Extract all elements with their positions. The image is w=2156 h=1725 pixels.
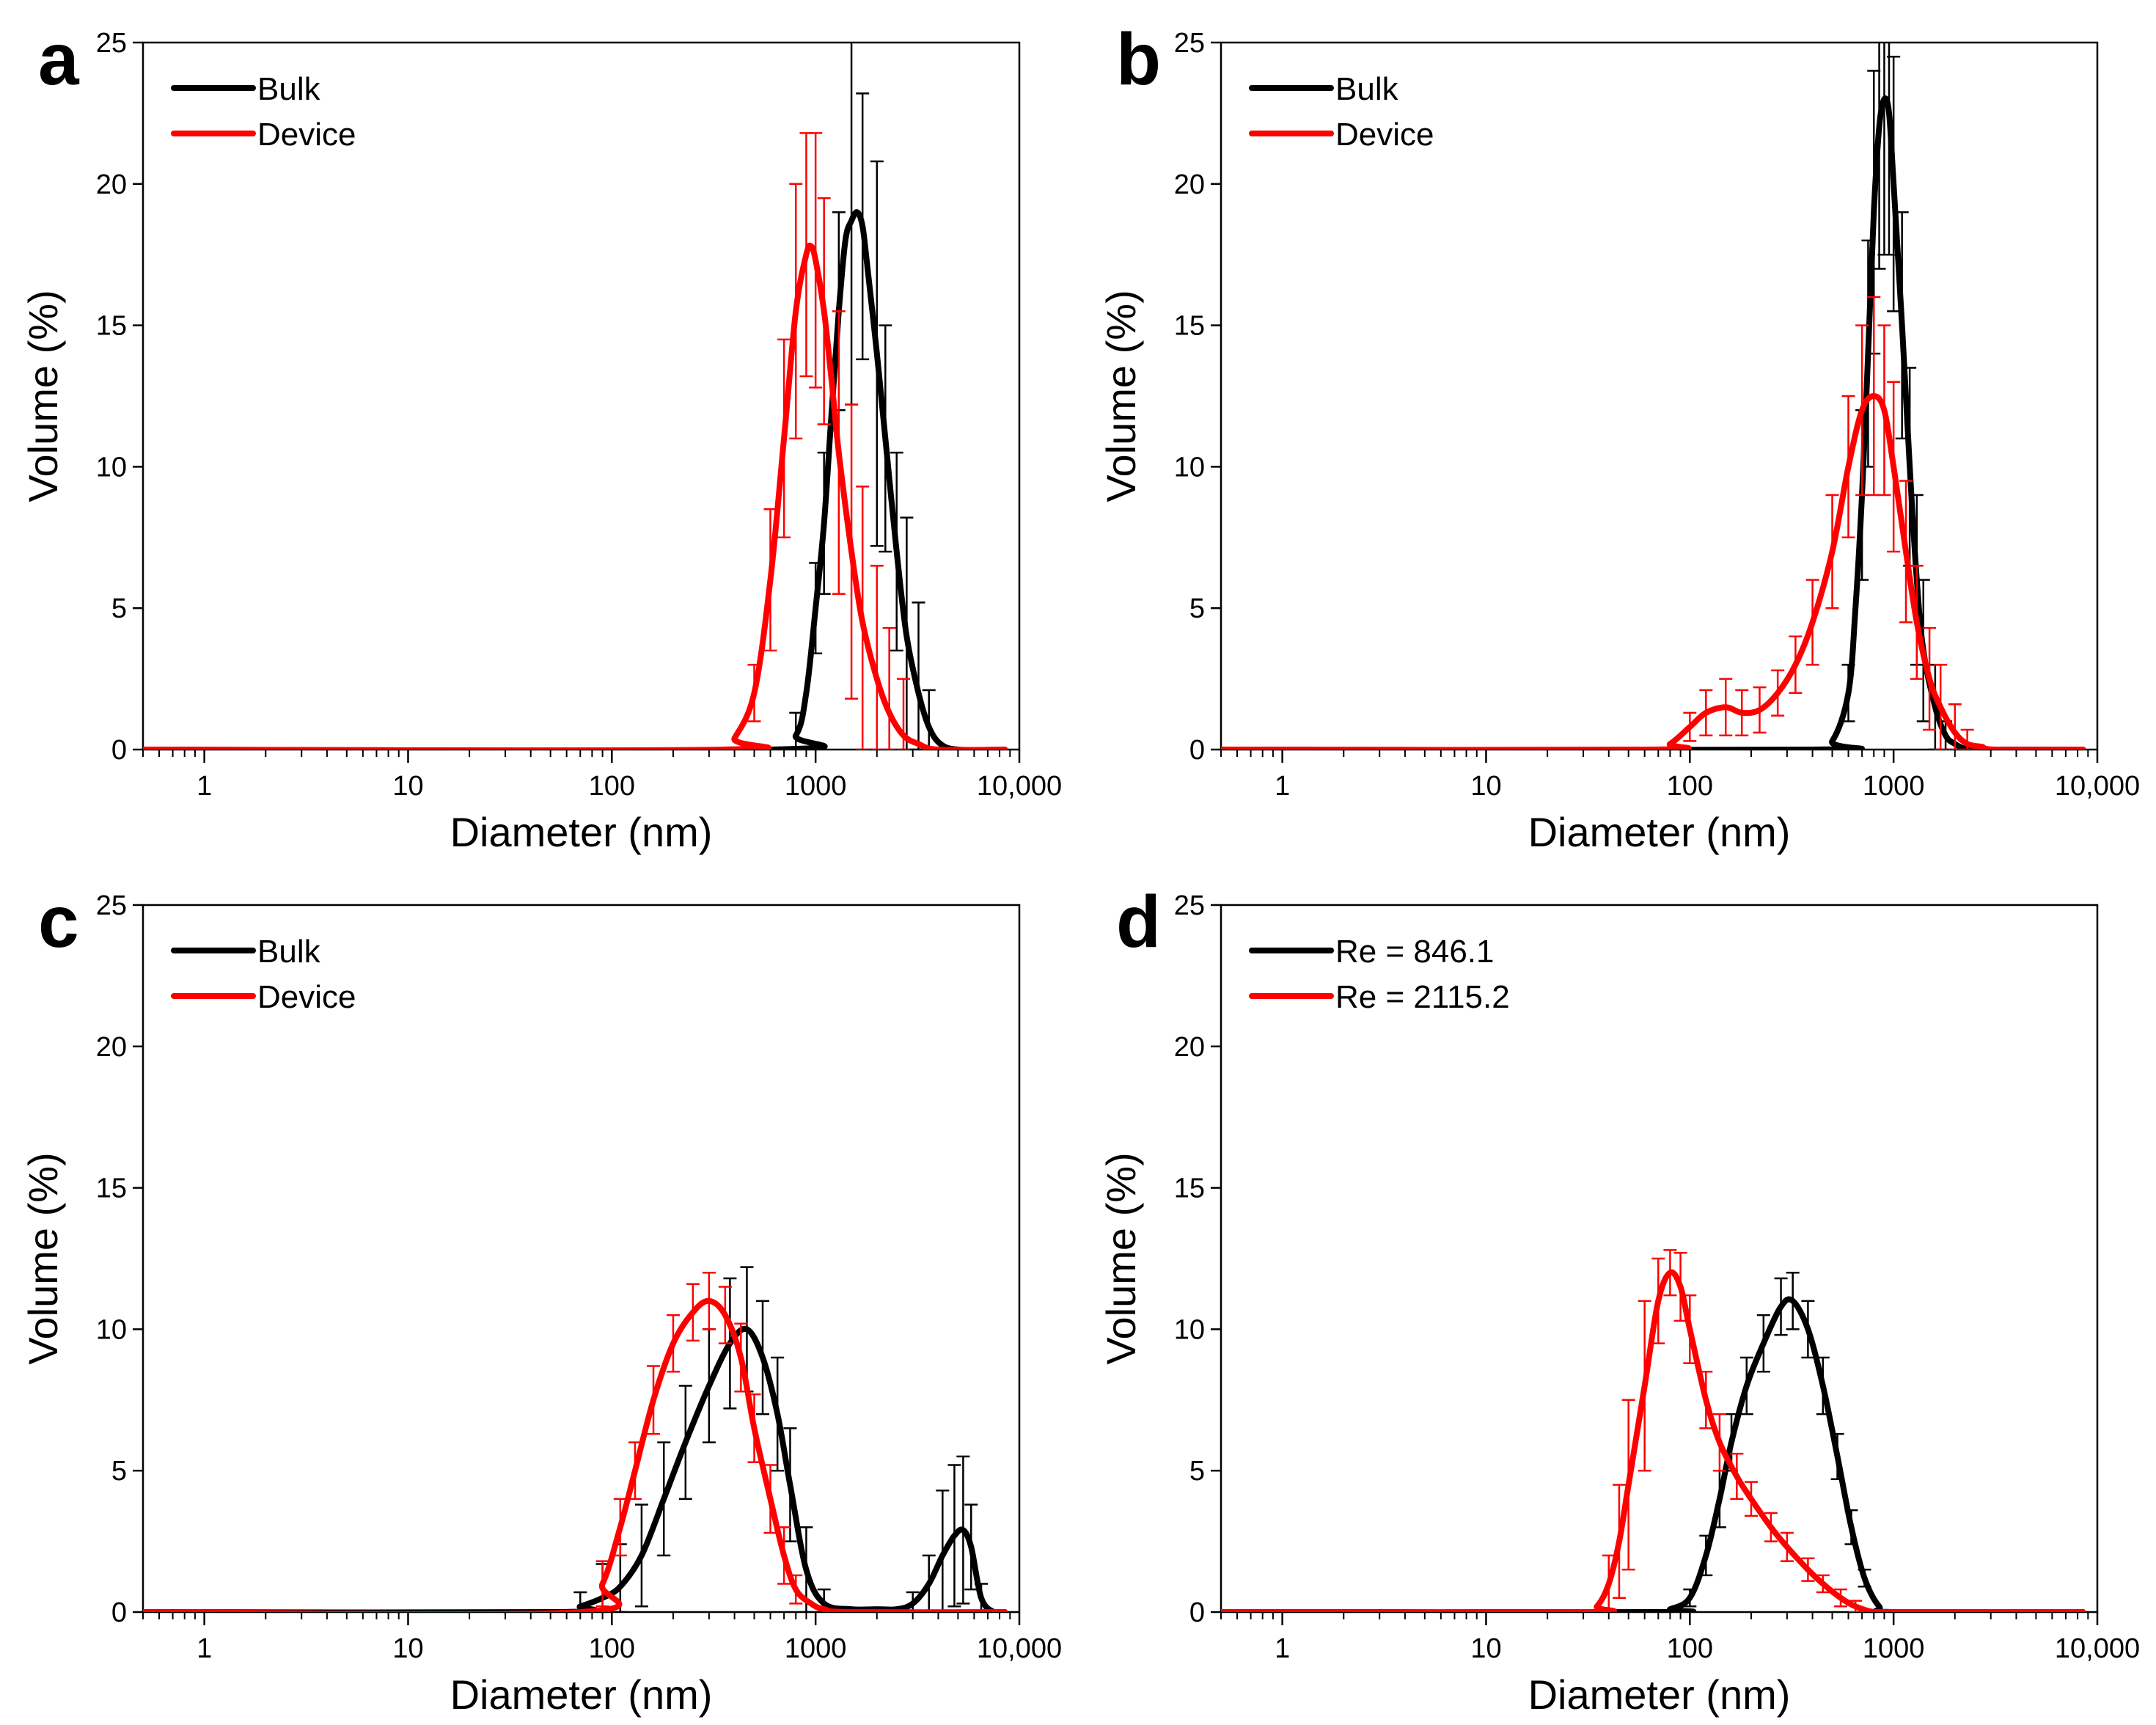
- y-tick-label: 15: [96, 1173, 127, 1204]
- y-tick-label: 5: [1189, 593, 1205, 624]
- y-tick-label: 5: [111, 1456, 127, 1487]
- y-axis-label: Volume (%): [20, 1152, 66, 1364]
- y-tick-label: 10: [96, 452, 127, 483]
- series-group: [1221, 1272, 2086, 1612]
- legend-label: Re = 846.1: [1335, 934, 1495, 970]
- x-axis-label: Diameter (nm): [450, 1671, 713, 1718]
- legend-label: Device: [257, 979, 356, 1015]
- y-tick-label: 10: [1174, 1314, 1205, 1345]
- series-group: [1221, 43, 2086, 750]
- panel-b: b 0 5 10 15 20 25 1 10 100 1000 10,000 Diameter (nm)…: [1078, 0, 2156, 862]
- y-tick-label: 10: [96, 1314, 127, 1345]
- chart-d: d 0 5 10 15 20 25 1 10 100 1000 10,000 Diameter (nm)…: [1098, 881, 2140, 1718]
- x-tick-label: 100: [589, 1633, 635, 1664]
- x-tick-label: 10,000: [977, 1633, 1062, 1664]
- y-tick-label: 25: [1174, 890, 1205, 921]
- y-tick-label: 5: [1189, 1456, 1205, 1487]
- y-tick-label: 25: [1174, 28, 1205, 59]
- panel-label: a: [38, 18, 80, 100]
- legend-label: Bulk: [1335, 71, 1399, 107]
- y-tick-label: 5: [111, 593, 127, 624]
- series-line: [1221, 393, 2086, 750]
- y-axis-label: Volume (%): [1098, 290, 1144, 502]
- series-line: [1221, 95, 2086, 750]
- y-tick-label: 0: [1189, 1597, 1205, 1628]
- series-line: [143, 209, 1008, 750]
- x-tick-label: 1000: [1863, 771, 1925, 802]
- legend-label: Device: [1335, 117, 1434, 153]
- series-group: [143, 132, 1008, 750]
- panel-label: c: [38, 881, 79, 963]
- x-tick-label: 100: [1667, 771, 1713, 802]
- y-tick-label: 15: [1174, 311, 1205, 342]
- y-axis-label: Volume (%): [1098, 1152, 1144, 1364]
- x-axis-label: Diameter (nm): [1528, 1671, 1791, 1718]
- y-tick-label: 20: [1174, 1032, 1205, 1063]
- x-tick-label: 1: [197, 771, 212, 802]
- y-tick-label: 10: [1174, 452, 1205, 483]
- panel-a: a 0 5 10 15 20 25 1 10 100 1000 10,000 Diameter (nm)…: [0, 0, 1078, 862]
- y-tick-label: 25: [96, 28, 127, 59]
- series-line: [1221, 1296, 2086, 1612]
- series-group: [1221, 1249, 2086, 1612]
- y-tick-label: 15: [96, 311, 127, 342]
- x-tick-label: 10: [1470, 1633, 1501, 1664]
- x-tick-label: 1000: [785, 1633, 847, 1664]
- series-group: [143, 1272, 1008, 1612]
- legend-label: Bulk: [257, 934, 321, 970]
- x-tick-label: 1000: [1863, 1633, 1925, 1664]
- x-tick-label: 10,000: [977, 771, 1062, 802]
- x-tick-label: 100: [589, 771, 635, 802]
- legend-label: Re = 2115.2: [1335, 979, 1510, 1015]
- y-tick-label: 15: [1174, 1173, 1205, 1204]
- y-tick-label: 0: [111, 1597, 127, 1628]
- y-tick-label: 20: [1174, 169, 1205, 200]
- y-tick-label: 0: [1189, 735, 1205, 766]
- y-axis-label: Volume (%): [20, 290, 66, 502]
- y-tick-label: 25: [96, 890, 127, 921]
- panel-d: d 0 5 10 15 20 25 1 10 100 1000 10,000 Diameter (nm)…: [1078, 862, 2156, 1725]
- series-group: [143, 1266, 1008, 1612]
- legend-label: Device: [257, 117, 356, 153]
- x-axis-label: Diameter (nm): [1528, 809, 1791, 855]
- chart-c: c 0 5 10 15 20 25 1 10 100 1000 10,000 Diameter (nm)…: [20, 881, 1062, 1718]
- x-axis-label: Diameter (nm): [450, 809, 713, 855]
- series-line: [143, 1325, 1008, 1612]
- panel-c: c 0 5 10 15 20 25 1 10 100 1000 10,000 Diameter (nm)…: [0, 862, 1078, 1725]
- x-tick-label: 1: [1275, 1633, 1290, 1664]
- series-line: [1221, 1269, 2086, 1612]
- y-tick-label: 20: [96, 1032, 127, 1063]
- series-line: [143, 242, 1008, 750]
- series-group: [143, 43, 1008, 750]
- series-line: [143, 1297, 1008, 1612]
- chart-a: a 0 5 10 15 20 25 1 10 100 1000 10,000 Diameter (nm)…: [20, 18, 1062, 855]
- x-tick-label: 1: [197, 1633, 212, 1664]
- legend-label: Bulk: [257, 71, 321, 107]
- x-tick-label: 10: [1470, 771, 1501, 802]
- series-group: [1221, 296, 2086, 750]
- x-tick-label: 100: [1667, 1633, 1713, 1664]
- x-tick-label: 10,000: [2055, 771, 2140, 802]
- panel-label: d: [1116, 881, 1161, 963]
- y-tick-label: 0: [111, 735, 127, 766]
- chart-b: b 0 5 10 15 20 25 1 10 100 1000 10,000 Diameter (nm)…: [1098, 18, 2140, 855]
- x-tick-label: 10: [392, 771, 423, 802]
- y-tick-label: 20: [96, 169, 127, 200]
- x-tick-label: 1: [1275, 771, 1290, 802]
- x-tick-label: 1000: [785, 771, 847, 802]
- x-tick-label: 10,000: [2055, 1633, 2140, 1664]
- x-tick-label: 10: [392, 1633, 423, 1664]
- panel-label: b: [1116, 18, 1161, 100]
